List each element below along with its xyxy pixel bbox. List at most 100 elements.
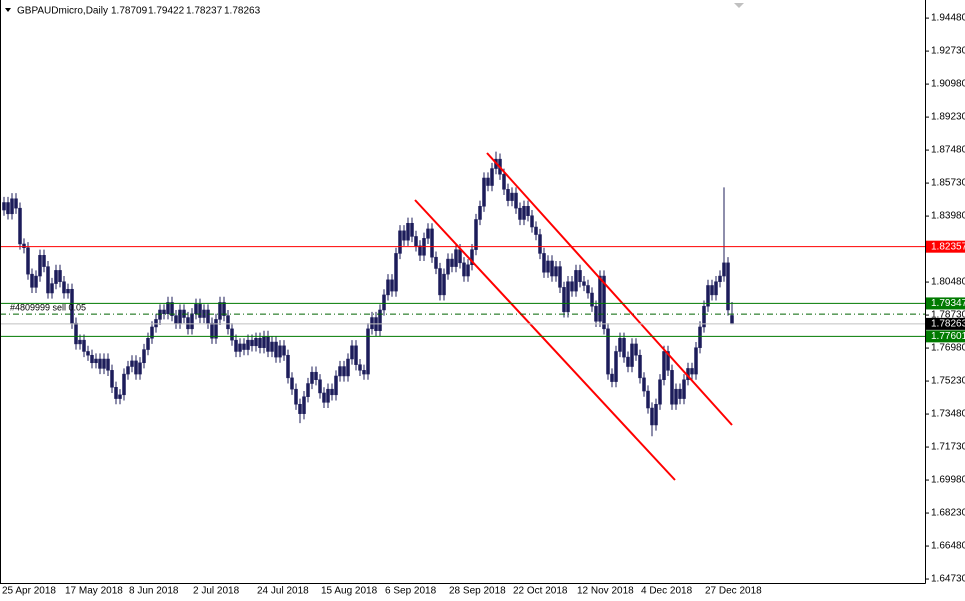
candle-body (218, 302, 222, 320)
candle-body (62, 281, 66, 294)
candle-body (242, 343, 246, 350)
candle-body (106, 358, 110, 371)
candle-body (554, 266, 558, 277)
candle-body (674, 388, 678, 405)
candle-body (678, 388, 682, 399)
candle-body (198, 304, 202, 318)
candle-body (110, 370, 114, 388)
candle-body (642, 377, 646, 392)
candle-body (142, 349, 146, 364)
candle-body (158, 309, 162, 320)
y-tick-label: 1.87480 (931, 145, 965, 156)
candle-body (414, 236, 418, 247)
candle-body (394, 253, 398, 292)
candle-body (90, 354, 94, 364)
candle-body (50, 283, 54, 294)
candle-body (10, 198, 14, 215)
candle-body (514, 192, 518, 209)
header-high: 1.79422 (148, 6, 185, 17)
candle-body (614, 351, 618, 382)
candle-body (290, 377, 294, 390)
candle-body (438, 268, 442, 296)
level-label: 1.77601 (931, 331, 965, 342)
candle-body (318, 379, 322, 394)
candle-body (326, 388, 330, 403)
candle-body (538, 234, 542, 254)
candle-body (70, 288, 74, 324)
candle-body (226, 315, 230, 330)
candle-body (250, 339, 254, 347)
trend-line (486, 152, 733, 426)
candle-body (82, 339, 86, 352)
bid-label-bg (926, 317, 965, 330)
candle-body (378, 309, 382, 331)
candle-body (666, 351, 670, 371)
candle-body (194, 304, 198, 314)
y-tick-label: 1.71730 (931, 442, 965, 453)
candle-body (214, 319, 218, 339)
level-label-bg (926, 297, 965, 310)
candle-body (410, 222, 414, 237)
candle-body (586, 285, 590, 294)
level-label-bg (926, 330, 965, 343)
candle-body (530, 215, 534, 228)
candle-body (418, 245, 422, 256)
candle-body (474, 219, 478, 250)
candle-body (490, 168, 494, 186)
candle-body (398, 230, 402, 254)
y-tick-label: 1.69980 (931, 475, 965, 486)
candle-body (726, 262, 730, 311)
level-label: 1.79347 (931, 298, 965, 309)
candle-body (370, 317, 374, 330)
candle-body (174, 315, 178, 324)
candle-body (102, 358, 106, 369)
level-label-bg (926, 240, 965, 253)
candle-body (582, 281, 586, 286)
y-tick-label: 1.90980 (931, 79, 965, 90)
candle-body (18, 207, 22, 245)
candle-body (26, 247, 30, 275)
candle-body (694, 347, 698, 375)
shift-marker (734, 3, 744, 8)
candle-body (518, 207, 522, 220)
candle-body (362, 370, 366, 375)
candle-body (546, 260, 550, 273)
candle-body (186, 317, 190, 330)
candle-body (114, 387, 118, 399)
candle-body (522, 206, 526, 220)
candle-body (350, 345, 354, 360)
candle-body (2, 202, 6, 211)
x-tick-label: 12 Nov 2018 (577, 586, 634, 597)
candle-body (270, 341, 274, 352)
candle-body (434, 256, 438, 269)
candle-body (670, 370, 674, 405)
candle-body (334, 375, 338, 396)
x-tick-label: 24 Jul 2018 (257, 586, 309, 597)
candle-body (730, 315, 734, 325)
candle-body (150, 326, 154, 339)
candle-body (710, 285, 714, 296)
candle-body (6, 202, 10, 215)
candle-body (98, 358, 102, 369)
candle-body (254, 338, 258, 347)
x-tick-label: 27 Dec 2018 (705, 586, 762, 597)
candle-body (338, 366, 342, 377)
candle-body (30, 273, 34, 288)
candle-body (458, 249, 462, 264)
candle-body (390, 279, 394, 292)
candle-body (262, 336, 266, 348)
candle-body (42, 255, 46, 267)
candle-body (354, 345, 358, 365)
candle-body (658, 379, 662, 405)
candle-body (14, 198, 18, 209)
candle-body (178, 309, 182, 324)
y-tick-label: 1.66480 (931, 541, 965, 552)
candle-body (646, 390, 650, 409)
candle-body (306, 383, 310, 397)
candle-body (246, 339, 250, 350)
candle-body (46, 266, 50, 294)
candle-body (346, 358, 350, 377)
y-tick-label: 1.92730 (931, 46, 965, 57)
candle-body (682, 379, 686, 399)
candle-body (622, 338, 626, 358)
